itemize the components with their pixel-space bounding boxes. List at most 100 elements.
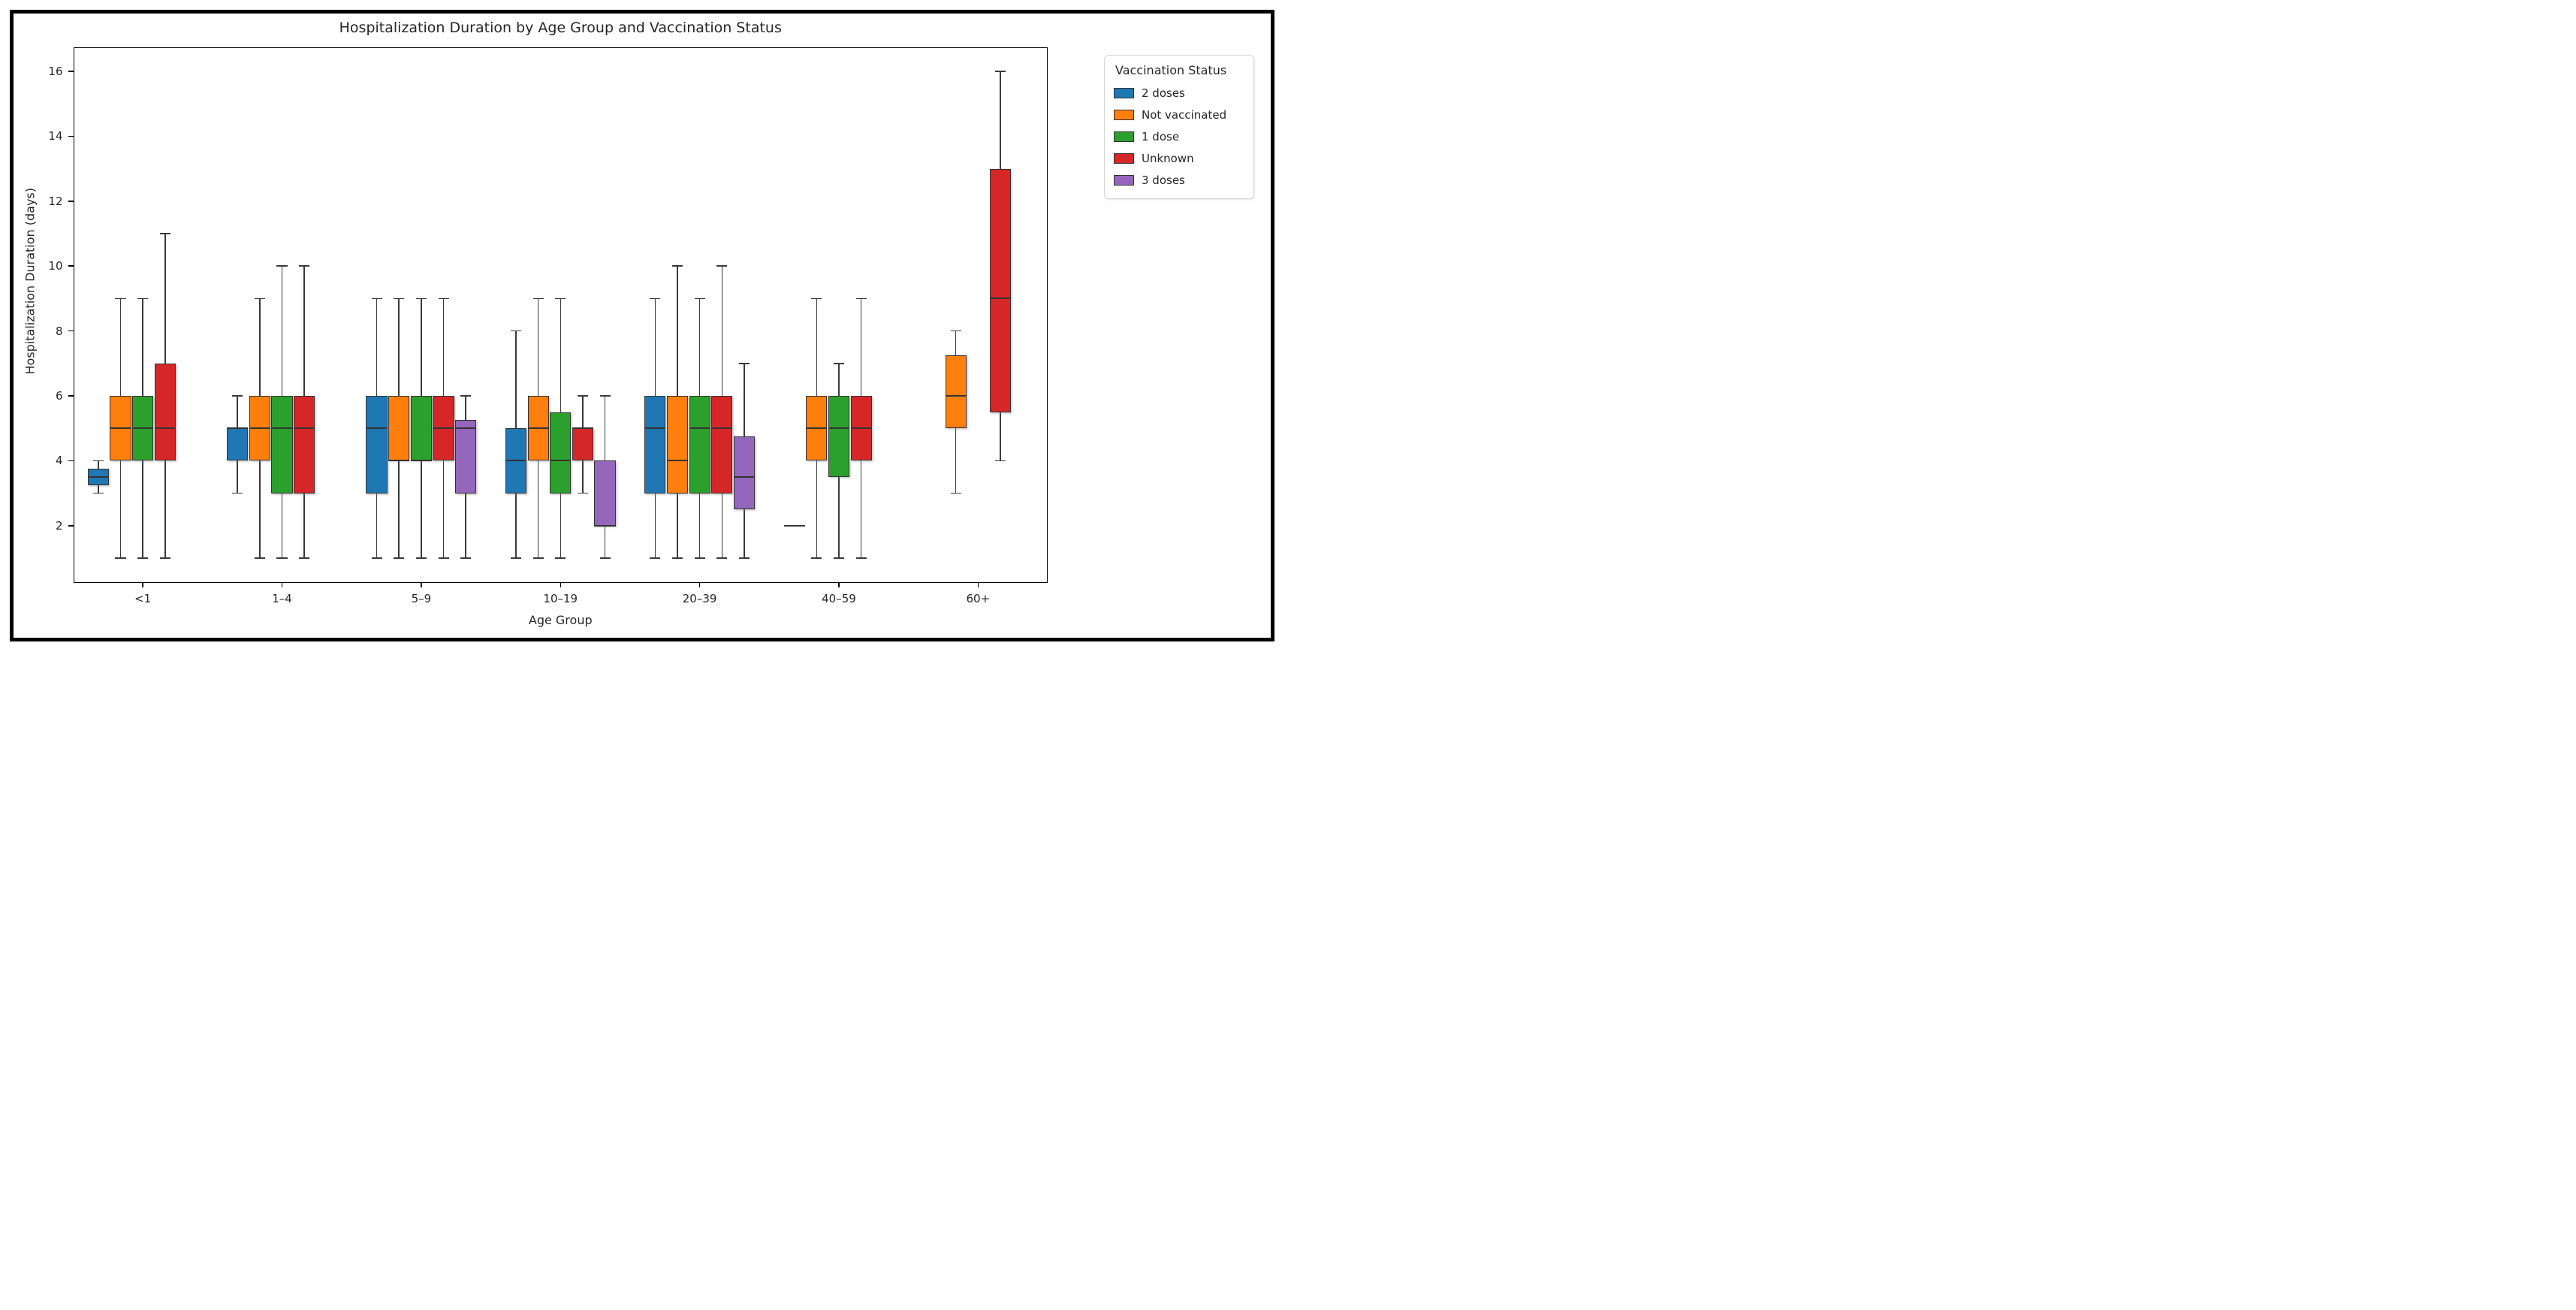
y-tick-label-12: 12 <box>48 194 63 208</box>
x-tick-mark-1 <box>142 582 143 587</box>
y-tick-mark-2 <box>68 525 74 527</box>
whisker-cap-lower-2-doses-10-19 <box>510 557 521 559</box>
box-not-vaccinated-5-9 <box>388 396 410 461</box>
legend-label-3-doses: 3 doses <box>1142 173 1185 187</box>
median-3-doses-20-39 <box>733 476 755 478</box>
x-tick-label-1-4: 1–4 <box>272 591 292 605</box>
whisker-cap-lower-2-doses-1-4 <box>232 492 243 494</box>
whisker-upper-1-dose-20-39 <box>698 298 701 397</box>
box-2-doses-20-39 <box>644 396 666 494</box>
box-2-doses-5-9 <box>366 396 388 494</box>
whisker-lower-not-vaccinated-40-59 <box>816 460 818 559</box>
whisker-lower-not-vaccinated-5-9 <box>398 460 400 559</box>
x-tick-mark-1-4 <box>281 582 283 587</box>
whisker-cap-upper-not-vaccinated-1-4 <box>254 297 265 300</box>
whisker-cap-upper-unknown-20-39 <box>716 265 728 267</box>
x-tick-label-10-19: 10–19 <box>543 591 578 605</box>
median-not-vaccinated-60 <box>945 395 967 397</box>
x-axis-label: Age Group <box>528 613 593 627</box>
median-unknown-10-19 <box>572 427 593 430</box>
whisker-cap-upper-2-doses-5-9 <box>371 297 382 300</box>
legend-label-unknown: Unknown <box>1142 151 1194 165</box>
median-2-doses-10-19 <box>505 460 527 462</box>
box-2-doses-1-4 <box>227 428 249 461</box>
legend-item-1-dose: 1 dose <box>1114 125 1243 147</box>
whisker-cap-lower-not-vaccinated-40-59 <box>811 557 822 559</box>
median-1-dose-40-59 <box>828 427 850 430</box>
median-3-doses-5-9 <box>455 427 477 430</box>
legend-swatch-2-doses <box>1114 87 1134 98</box>
whisker-cap-upper-not-vaccinated-40-59 <box>811 297 822 300</box>
whisker-lower-unknown-60 <box>1000 412 1001 461</box>
legend-swatch-not-vaccinated <box>1114 109 1134 120</box>
whisker-lower-not-vaccinated-1-4 <box>259 460 261 559</box>
whisker-upper-unknown-20-39 <box>721 266 722 397</box>
median-1-dose-10-19 <box>550 460 572 462</box>
median-2-doses-1-4 <box>227 427 249 430</box>
box-3-doses-10-19 <box>594 460 616 526</box>
median-1-dose-5-9 <box>410 460 432 462</box>
x-tick-mark-5-9 <box>421 582 422 587</box>
median-3-doses-10-19 <box>594 524 616 527</box>
whisker-upper-unknown-5-9 <box>442 298 445 397</box>
whisker-upper-unknown-1 <box>164 233 166 364</box>
whisker-cap-lower-2-doses-20-39 <box>650 557 661 559</box>
whisker-cap-lower-3-doses-20-39 <box>738 557 750 559</box>
whisker-lower-3-doses-5-9 <box>465 493 466 559</box>
box-not-vaccinated-60 <box>945 355 967 429</box>
whisker-cap-upper-not-vaccinated-1 <box>115 297 126 300</box>
whisker-upper-unknown-10-19 <box>582 396 584 429</box>
whisker-cap-lower-1-dose-5-9 <box>415 557 427 559</box>
whisker-cap-lower-3-doses-10-19 <box>599 557 611 559</box>
whisker-lower-1-dose-10-19 <box>560 493 561 559</box>
whisker-lower-unknown-1 <box>164 460 166 559</box>
legend-title: Vaccination Status <box>1115 63 1227 77</box>
median-not-vaccinated-1-4 <box>249 427 270 430</box>
whisker-cap-upper-2-doses-10-19 <box>510 330 521 332</box>
whisker-cap-upper-not-vaccinated-10-19 <box>532 297 544 300</box>
median-not-vaccinated-40-59 <box>806 427 828 430</box>
whisker-upper-not-vaccinated-5-9 <box>398 298 400 397</box>
whisker-cap-upper-unknown-1-4 <box>299 265 310 267</box>
legend-swatch-1-dose <box>1114 131 1134 142</box>
box-unknown-1 <box>154 363 176 461</box>
box-3-doses-20-39 <box>733 436 755 510</box>
whisker-upper-2-doses-5-9 <box>376 298 378 397</box>
whisker-upper-unknown-40-59 <box>860 298 862 397</box>
x-tick-label-1: <1 <box>134 591 152 605</box>
whisker-cap-upper-2-doses-1 <box>92 460 104 462</box>
whisker-cap-upper-not-vaccinated-20-39 <box>671 265 683 267</box>
whisker-upper-not-vaccinated-10-19 <box>537 298 539 397</box>
legend-label-1-dose: 1 dose <box>1142 129 1180 143</box>
box-unknown-60 <box>989 168 1012 412</box>
whisker-cap-lower-unknown-1-4 <box>299 557 310 559</box>
whisker-upper-unknown-1-4 <box>303 266 305 397</box>
whisker-cap-lower-unknown-5-9 <box>438 557 449 559</box>
whisker-cap-lower-not-vaccinated-1 <box>115 557 126 559</box>
whisker-lower-2-doses-1-4 <box>237 460 238 494</box>
whisker-cap-lower-not-vaccinated-5-9 <box>394 557 405 559</box>
whisker-lower-1-dose-1 <box>142 460 143 559</box>
median-1-dose-1 <box>132 427 154 430</box>
whisker-cap-upper-3-doses-10-19 <box>599 395 611 397</box>
median-unknown-20-39 <box>711 427 733 430</box>
legend-item-2-doses: 2 doses <box>1114 82 1243 104</box>
whisker-lower-2-doses-1 <box>98 484 99 494</box>
box-unknown-20-39 <box>711 396 733 494</box>
legend: Vaccination Status 2 doses Not vaccinated… <box>1104 55 1254 199</box>
whisker-lower-2-doses-20-39 <box>654 493 656 559</box>
whisker-lower-2-doses-10-19 <box>515 493 517 559</box>
whisker-lower-not-vaccinated-1 <box>119 460 122 559</box>
box-1-dose-20-39 <box>689 396 710 494</box>
whisker-upper-not-vaccinated-40-59 <box>816 298 818 397</box>
box-3-doses-5-9 <box>455 420 477 494</box>
x-tick-label-60: 60+ <box>966 591 991 605</box>
whisker-cap-lower-unknown-1 <box>159 557 170 559</box>
median-not-vaccinated-5-9 <box>388 460 410 462</box>
box-1-dose-40-59 <box>828 396 850 478</box>
y-tick-label-10: 10 <box>48 259 63 273</box>
y-tick-label-14: 14 <box>48 129 63 143</box>
x-tick-mark-60 <box>977 582 979 587</box>
median-unknown-1 <box>154 427 176 430</box>
whisker-lower-not-vaccinated-60 <box>955 428 957 494</box>
